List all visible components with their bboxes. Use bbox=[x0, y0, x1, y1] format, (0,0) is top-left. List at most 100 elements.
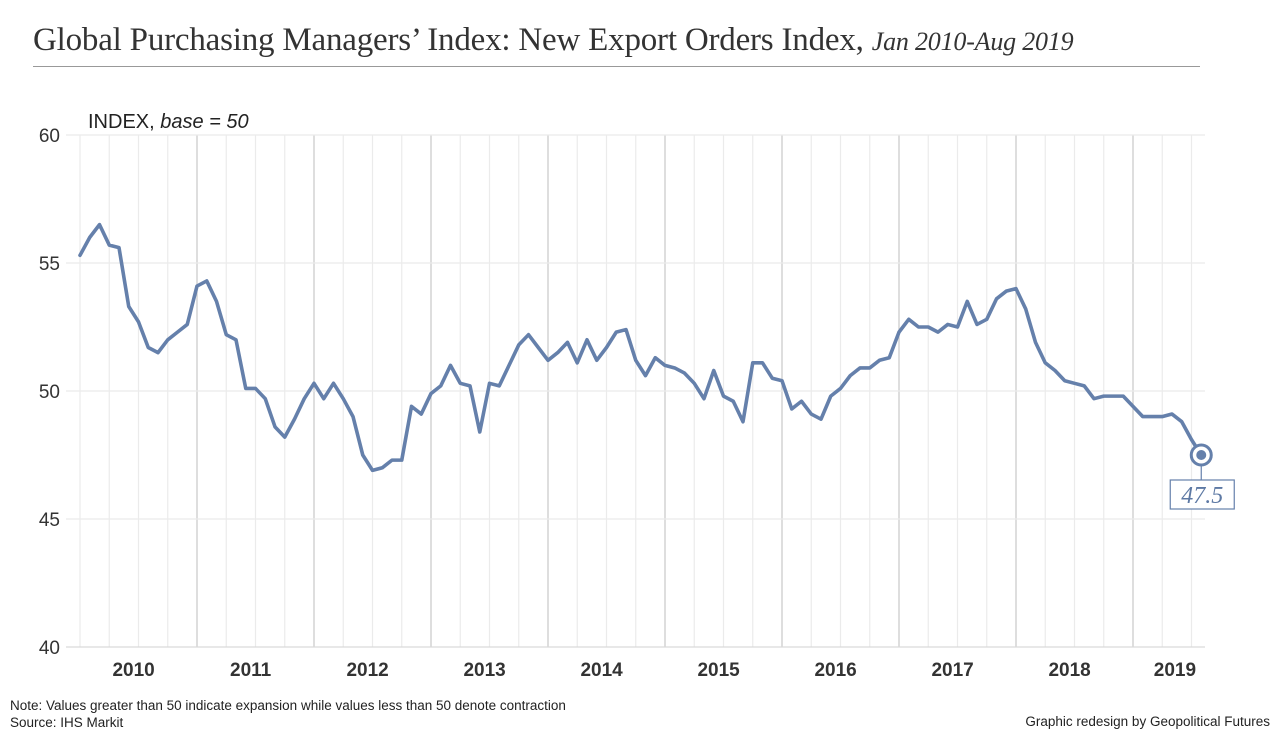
data-point bbox=[322, 397, 326, 401]
data-point bbox=[936, 330, 940, 334]
data-point bbox=[731, 399, 735, 403]
data-point bbox=[117, 246, 121, 250]
data-point bbox=[1170, 412, 1174, 416]
x-tick-label: 2010 bbox=[112, 660, 154, 681]
data-point bbox=[429, 392, 433, 396]
x-tick-label: 2017 bbox=[931, 660, 973, 681]
data-point bbox=[546, 358, 550, 362]
data-point bbox=[692, 381, 696, 385]
data-point bbox=[780, 379, 784, 383]
footnote-note: Note: Values greater than 50 indicate ex… bbox=[10, 698, 566, 713]
data-point bbox=[926, 325, 930, 329]
data-point bbox=[302, 397, 306, 401]
y-tick-label: 60 bbox=[39, 126, 60, 147]
data-point bbox=[439, 384, 443, 388]
data-point bbox=[380, 466, 384, 470]
data-point bbox=[517, 343, 521, 347]
data-point bbox=[410, 404, 414, 408]
y-axis-label: INDEX bbox=[88, 111, 149, 133]
data-point bbox=[1082, 384, 1086, 388]
data-point bbox=[293, 417, 297, 421]
title-divider bbox=[33, 66, 1200, 67]
y-tick-label: 55 bbox=[39, 254, 60, 275]
data-point bbox=[371, 468, 375, 472]
data-point bbox=[956, 325, 960, 329]
data-point bbox=[449, 363, 453, 367]
data-point bbox=[1063, 379, 1067, 383]
x-axis-ticks: 2010 2011 2012 2013 2014 2015 2016 2017 2018 2019 bbox=[112, 660, 1196, 681]
data-point bbox=[965, 299, 969, 303]
data-point bbox=[790, 407, 794, 411]
y-axis-label-base: base = 50 bbox=[160, 111, 248, 133]
x-tick-label: 2016 bbox=[814, 660, 856, 681]
data-point bbox=[88, 235, 92, 239]
end-value-marker: 47.5 bbox=[1169, 443, 1235, 510]
data-points bbox=[78, 223, 1203, 473]
data-point bbox=[78, 253, 82, 257]
data-point bbox=[351, 415, 355, 419]
data-point bbox=[673, 366, 677, 370]
data-point bbox=[361, 453, 365, 457]
data-point bbox=[166, 338, 170, 342]
data-point bbox=[1131, 404, 1135, 408]
footnote-source: Source: IHS Markit bbox=[10, 715, 124, 730]
data-point bbox=[1092, 397, 1096, 401]
y-tick-label: 50 bbox=[39, 382, 60, 403]
data-point bbox=[770, 376, 774, 380]
data-point bbox=[995, 297, 999, 301]
data-point bbox=[390, 458, 394, 462]
data-point bbox=[1121, 394, 1125, 398]
data-point bbox=[761, 361, 765, 365]
data-point bbox=[614, 330, 618, 334]
data-point bbox=[1024, 307, 1028, 311]
x-tick-label: 2012 bbox=[346, 660, 388, 681]
data-point bbox=[127, 305, 131, 309]
data-point bbox=[1014, 287, 1018, 291]
data-point bbox=[536, 345, 540, 349]
data-point bbox=[887, 356, 891, 360]
data-point bbox=[497, 384, 501, 388]
end-value-box bbox=[1169, 479, 1235, 510]
data-point bbox=[1073, 381, 1077, 385]
data-point bbox=[566, 340, 570, 344]
data-point bbox=[751, 361, 755, 365]
data-point bbox=[146, 345, 150, 349]
data-point bbox=[712, 369, 716, 373]
data-point bbox=[985, 317, 989, 321]
data-point bbox=[1190, 438, 1194, 442]
data-point bbox=[634, 358, 638, 362]
data-point bbox=[224, 333, 228, 337]
data-point bbox=[1151, 415, 1155, 419]
data-point bbox=[819, 417, 823, 421]
data-point bbox=[137, 320, 141, 324]
data-point bbox=[683, 371, 687, 375]
data-point bbox=[244, 386, 248, 390]
data-point bbox=[653, 356, 657, 360]
data-point bbox=[478, 430, 482, 434]
data-point bbox=[897, 330, 901, 334]
data-point bbox=[1112, 394, 1116, 398]
x-tick-label: 2014 bbox=[580, 660, 623, 681]
data-point bbox=[205, 279, 209, 283]
data-point bbox=[419, 412, 423, 416]
data-point bbox=[1160, 415, 1164, 419]
data-point bbox=[585, 338, 589, 342]
data-point bbox=[215, 299, 219, 303]
x-tick-label: 2015 bbox=[697, 660, 740, 681]
data-point bbox=[800, 399, 804, 403]
data-point bbox=[829, 394, 833, 398]
data-point bbox=[702, 397, 706, 401]
data-point bbox=[254, 386, 258, 390]
data-point bbox=[575, 361, 579, 365]
data-point bbox=[839, 386, 843, 390]
data-point bbox=[809, 412, 813, 416]
data-point bbox=[527, 333, 531, 337]
data-point bbox=[907, 317, 911, 321]
y-axis-unit-label: INDEX, base = 50 bbox=[88, 111, 249, 133]
data-point bbox=[400, 458, 404, 462]
data-point bbox=[1102, 394, 1106, 398]
data-point bbox=[848, 374, 852, 378]
graphic-credit: Graphic redesign by Geopolitical Futures bbox=[1025, 714, 1270, 729]
data-point bbox=[458, 381, 462, 385]
